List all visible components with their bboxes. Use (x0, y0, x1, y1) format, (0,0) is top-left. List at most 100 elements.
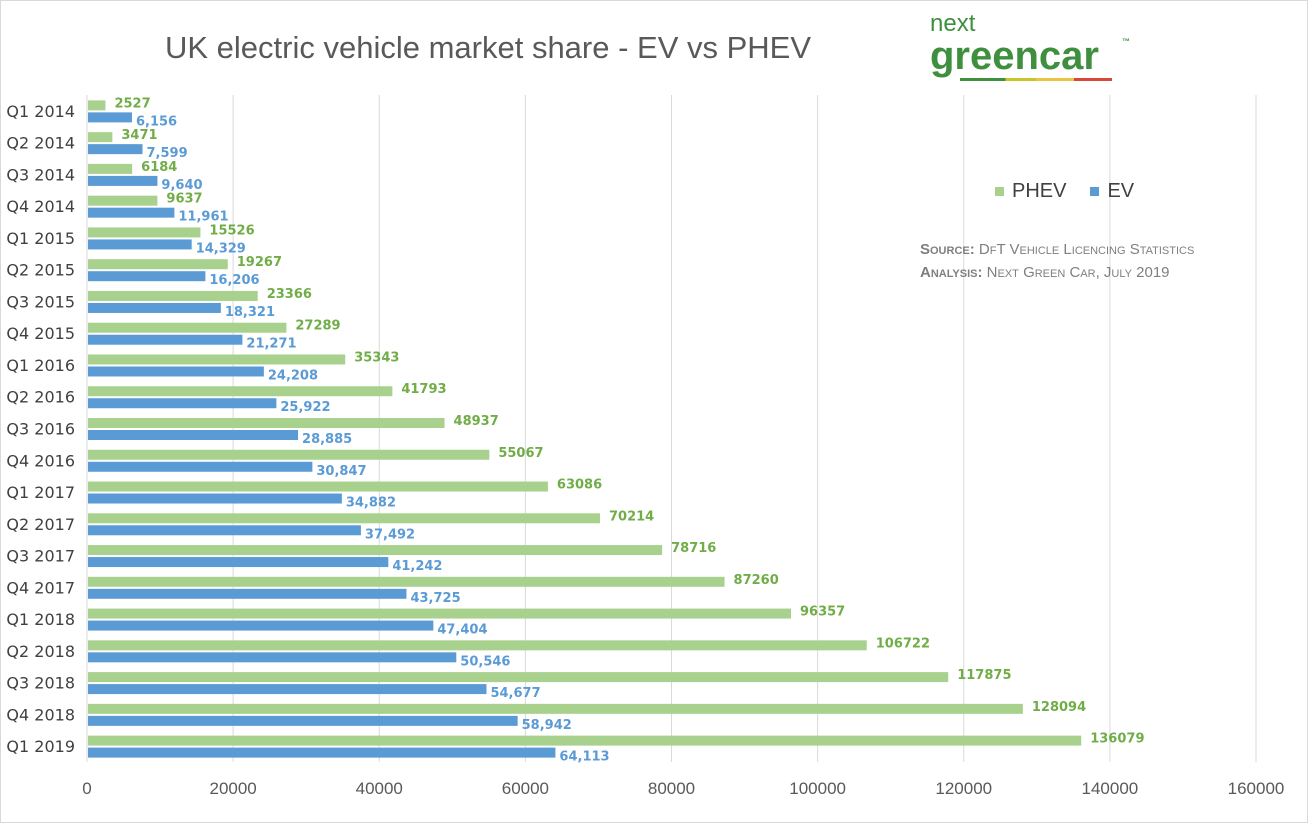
source-label: Source: (920, 241, 975, 258)
legend-phev: PHEV (995, 180, 1066, 203)
bar-ev (88, 525, 361, 536)
bar-ev (88, 144, 143, 155)
data-label-phev: 15526 (209, 223, 254, 238)
bar-phev (88, 640, 867, 651)
bar-phev (88, 132, 113, 143)
y-tick-label: Q1 2017 (6, 483, 75, 502)
bar-ev (88, 715, 518, 726)
data-label-ev: 9,640 (161, 178, 202, 193)
y-tick-label: Q4 2014 (6, 197, 75, 216)
data-label-ev: 6,156 (136, 114, 177, 129)
data-label-phev: 78716 (671, 541, 716, 556)
bar-phev (88, 290, 258, 301)
data-label-phev: 117875 (957, 668, 1011, 683)
bar-phev (88, 672, 949, 683)
bar-ev (88, 398, 277, 409)
data-label-phev: 136079 (1090, 732, 1144, 747)
data-label-phev: 27289 (295, 319, 340, 334)
data-label-ev: 34,882 (346, 496, 396, 511)
data-label-phev: 55067 (498, 446, 543, 461)
data-label-phev: 87260 (734, 573, 779, 588)
x-tick-label: 40000 (356, 779, 403, 798)
data-label-ev: 11,961 (178, 210, 228, 225)
legend-label-ev: EV (1107, 180, 1135, 202)
bar-ev (88, 366, 264, 377)
y-tick-label: Q2 2018 (6, 642, 75, 661)
data-label-ev: 16,206 (209, 273, 259, 288)
y-tick-label: Q2 2014 (6, 134, 75, 153)
bar-phev (88, 195, 158, 206)
data-label-ev: 7,599 (147, 146, 188, 161)
bar-phev (88, 576, 725, 587)
y-tick-label: Q3 2017 (6, 547, 75, 566)
bar-phev (88, 259, 228, 270)
x-tick-label: 80000 (648, 779, 695, 798)
bar-ev (88, 175, 158, 186)
next-greencar-logo: next greencar ™ (930, 12, 1140, 84)
bar-ev (88, 620, 434, 631)
bar-phev (88, 354, 346, 365)
analysis-label: Analysis: (920, 264, 983, 281)
legend: PHEV EV (995, 180, 1134, 203)
y-tick-label: Q2 2017 (6, 515, 75, 534)
data-label-phev: 96357 (800, 605, 845, 620)
data-label-phev: 35343 (354, 350, 399, 365)
y-tick-label: Q4 2016 (6, 451, 75, 470)
bar-phev (88, 449, 490, 460)
y-tick-label: Q3 2016 (6, 420, 75, 439)
x-tick-label: 100000 (789, 779, 846, 798)
logo-greencar: greencar (930, 34, 1099, 78)
y-tick-label: Q2 2016 (6, 388, 75, 407)
x-tick-label: 20000 (209, 779, 256, 798)
data-label-phev: 19267 (237, 255, 282, 270)
data-label-ev: 37,492 (365, 527, 415, 542)
bar-ev (88, 334, 243, 345)
data-label-ev: 21,271 (246, 337, 296, 352)
bar-phev (88, 100, 106, 111)
bar-phev (88, 227, 201, 238)
data-label-ev: 50,546 (460, 654, 510, 669)
data-label-phev: 63086 (557, 478, 602, 493)
bar-phev (88, 481, 548, 492)
bar-ev (88, 461, 313, 472)
data-label-ev: 25,922 (280, 400, 330, 415)
data-label-ev: 28,885 (302, 432, 352, 447)
bar-ev (88, 302, 221, 313)
data-label-phev: 2527 (114, 96, 150, 111)
legend-ev: EV (1090, 180, 1134, 203)
bar-phev (88, 386, 393, 397)
data-label-phev: 9637 (166, 192, 202, 207)
bar-ev (88, 239, 192, 250)
bar-ev (88, 652, 457, 663)
bar-ev (88, 493, 342, 504)
legend-label-phev: PHEV (1012, 180, 1067, 202)
data-label-ev: 18,321 (225, 305, 275, 320)
bar-phev (88, 163, 133, 174)
y-tick-label: Q4 2018 (6, 705, 75, 724)
bar-phev (88, 703, 1023, 714)
y-tick-label: Q1 2014 (6, 102, 75, 121)
legend-swatch-phev (995, 187, 1004, 196)
x-tick-label: 120000 (935, 779, 992, 798)
y-tick-label: Q2 2015 (6, 261, 75, 280)
bar-ev (88, 430, 299, 440)
y-tick-label: Q1 2018 (6, 610, 75, 629)
logo-next: next (930, 10, 976, 37)
data-label-ev: 47,404 (437, 623, 487, 638)
x-tick-label: 0 (82, 779, 91, 798)
bar-phev (88, 418, 445, 428)
logo-underline (960, 78, 1112, 81)
y-tick-label: Q3 2018 (6, 674, 75, 693)
chart-title: UK electric vehicle market share - EV vs… (165, 30, 812, 65)
bar-ev (88, 271, 206, 282)
data-label-phev: 3471 (121, 128, 157, 143)
data-label-ev: 58,942 (522, 718, 572, 733)
bar-phev (88, 735, 1082, 746)
source-text: DfT Vehicle Licencing Statistics (978, 241, 1195, 258)
data-label-phev: 23366 (267, 287, 312, 302)
bar-ev (88, 588, 407, 599)
data-label-phev: 70214 (609, 509, 654, 524)
data-label-phev: 128094 (1032, 700, 1086, 715)
source-note: Source: DfT Vehicle Licencing Statistics… (920, 238, 1194, 284)
